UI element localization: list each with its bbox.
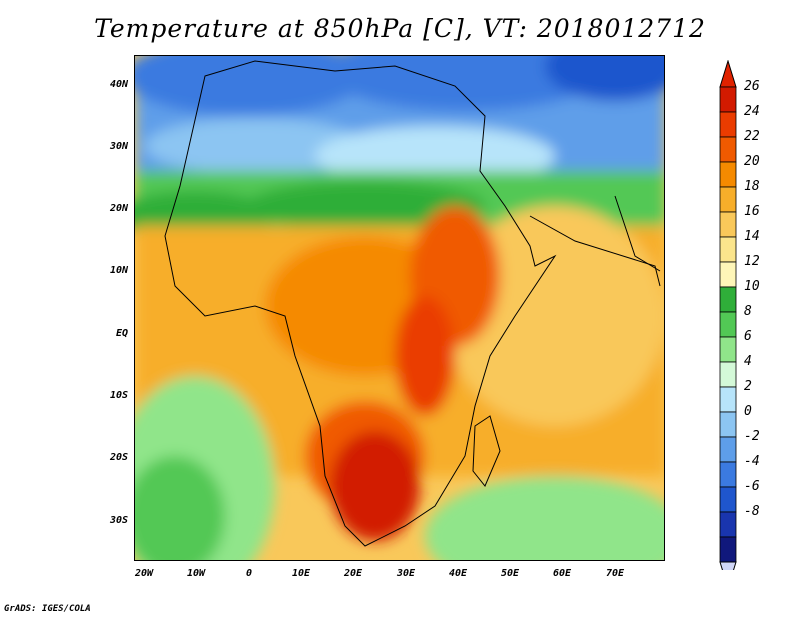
lon-label-20e: 20E xyxy=(343,568,363,579)
colorbar-segment xyxy=(719,111,737,138)
colorbar-label: 24 xyxy=(744,104,760,119)
map-canvas xyxy=(135,56,664,560)
colorbar-segment xyxy=(719,436,737,463)
colorbar-segment xyxy=(719,86,737,113)
colorbar-segment xyxy=(719,411,737,438)
lon-label-10w: 10W xyxy=(186,568,206,579)
temperature-map xyxy=(134,55,665,561)
colorbar-segment xyxy=(719,286,737,313)
colorbar-label: 2 xyxy=(744,379,752,394)
colorbar-label: 6 xyxy=(744,329,752,344)
lon-label-30e: 30E xyxy=(396,568,416,579)
lon-label-70e: 70E xyxy=(605,568,625,579)
lon-label-20w: 20W xyxy=(134,568,154,579)
colorbar-segment xyxy=(719,361,737,388)
colorbar-label: 20 xyxy=(744,154,760,169)
colorbar-segment xyxy=(719,486,737,513)
colorbar-label: 26 xyxy=(744,79,760,94)
colorbar-segment xyxy=(719,311,737,338)
colorbar-segment xyxy=(719,186,737,213)
lat-label-20s: 20S xyxy=(109,452,128,463)
colorbar-segment xyxy=(719,211,737,238)
colorbar-label: 14 xyxy=(744,229,760,244)
colorbar-segment xyxy=(719,386,737,413)
temperature-field xyxy=(135,56,664,560)
colorbar-label: -4 xyxy=(744,454,760,469)
colorbar-segment xyxy=(719,136,737,163)
lat-label-20n: 20N xyxy=(109,203,128,214)
colorbar-label: 22 xyxy=(744,129,760,144)
lat-label-30s: 30S xyxy=(109,515,128,526)
lat-label-40n: 40N xyxy=(109,79,128,90)
colorbar-label: 18 xyxy=(744,179,760,194)
colorbar-segment xyxy=(719,536,737,563)
colorbar-segment xyxy=(719,261,737,288)
colorbar-label: 8 xyxy=(744,304,752,319)
lon-label-60e: 60E xyxy=(552,568,572,579)
lon-label-50e: 50E xyxy=(500,568,520,579)
coastlines xyxy=(164,60,661,547)
lat-label-10n: 10N xyxy=(109,265,128,276)
colorbar-label: 4 xyxy=(744,354,752,369)
colorbar-label: 12 xyxy=(744,254,760,269)
colorbar-label: 10 xyxy=(744,279,760,294)
lon-label-40e: 40E xyxy=(448,568,468,579)
colorbar-label: 16 xyxy=(744,204,760,219)
colorbar-overflow-high xyxy=(719,60,737,88)
lon-label-0: 0 xyxy=(245,568,253,579)
colorbar xyxy=(719,60,737,570)
lon-label-10e: 10E xyxy=(291,568,311,579)
colorbar-segment xyxy=(719,336,737,363)
colorbar-segment xyxy=(719,461,737,488)
colorbar-segment xyxy=(719,511,737,538)
colorbar-segment xyxy=(719,161,737,188)
colorbar-label: -2 xyxy=(744,429,760,444)
chart-title: Temperature at 850hPa [C], VT: 201801271… xyxy=(94,14,706,43)
colorbar-overflow-low xyxy=(719,561,737,570)
colorbar-label: 0 xyxy=(744,404,752,419)
colorbar-segment xyxy=(719,236,737,263)
credit-text: GrADS: IGES/COLA xyxy=(4,604,91,614)
lat-label-eq: EQ xyxy=(115,328,128,339)
colorbar-label: -8 xyxy=(744,504,760,519)
lat-label-10s: 10S xyxy=(109,390,128,401)
lat-label-30n: 30N xyxy=(109,141,128,152)
colorbar-label: -6 xyxy=(744,479,760,494)
